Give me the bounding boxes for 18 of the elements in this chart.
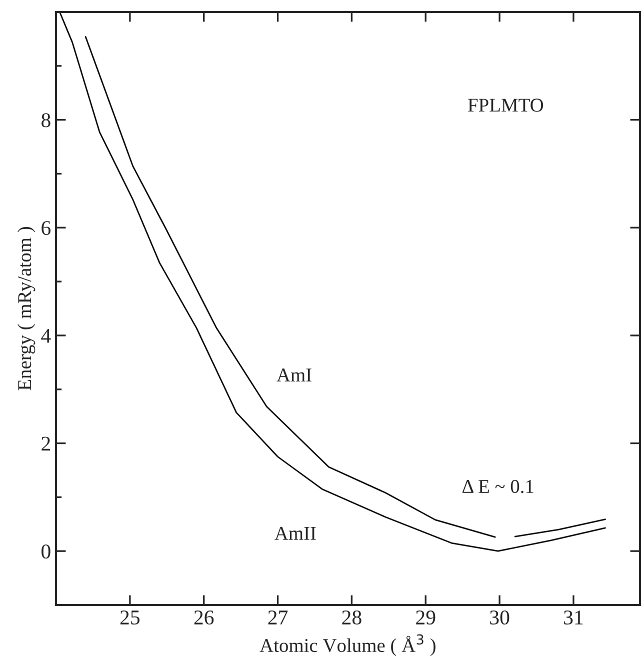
y-tick-label: 4: [41, 328, 51, 343]
y-tick-label: 8: [42, 113, 50, 128]
x-tick-label: 25: [120, 610, 140, 625]
x-tick-label: 28: [342, 610, 362, 625]
x-tick-label: 31: [564, 610, 583, 625]
annotation: Δ E ~ 0.1: [462, 480, 534, 494]
y-tick-label: 6: [42, 221, 51, 236]
x-axis-title: Atomic Volume ( Å$^{3}$ ): [260, 634, 436, 656]
y-tick-label: 0: [42, 544, 50, 559]
x-tick-label: 26: [194, 610, 214, 625]
annotation: AmII: [274, 526, 316, 540]
x-tick-label: 30: [490, 610, 510, 625]
annotation: AmI: [276, 368, 312, 382]
y-axis-title: Energy ( mRy/atom ): [17, 227, 36, 390]
x-tick-label: 27: [268, 610, 288, 624]
x-tick-label: 29: [416, 610, 436, 625]
y-tick-label: 2: [42, 436, 50, 450]
annotation: FPLMTO: [468, 98, 544, 112]
